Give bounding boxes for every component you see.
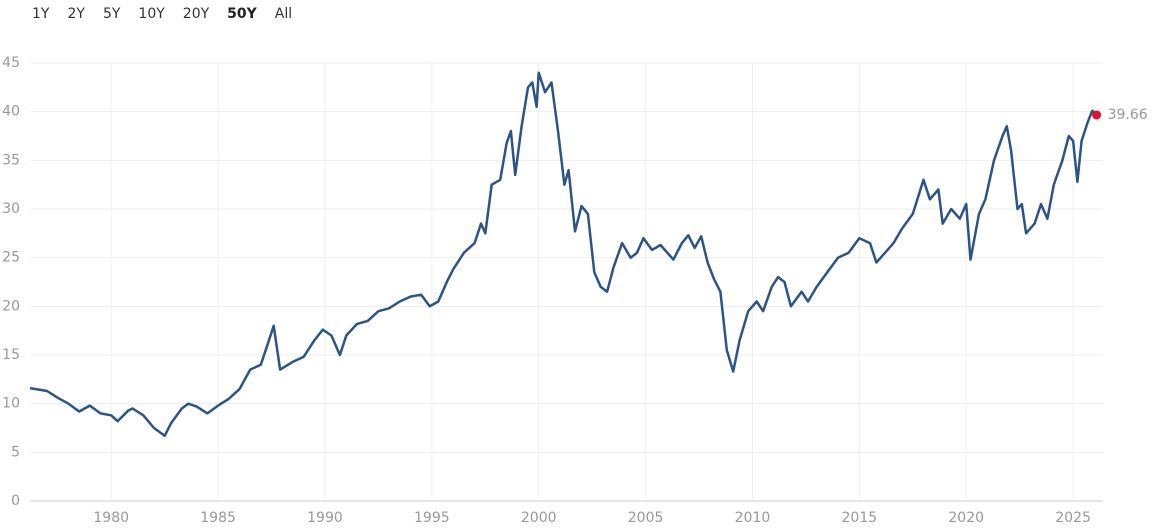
y-tick-label: 15 [2, 347, 20, 363]
y-tick-label: 30 [2, 201, 20, 217]
y-tick-label: 25 [2, 250, 20, 266]
x-tick-label: 1995 [414, 510, 450, 526]
range-button[interactable]: 20Y [183, 6, 210, 22]
range-button[interactable]: 2Y [67, 6, 85, 22]
line [29, 71, 1098, 438]
range-button[interactable]: All [275, 6, 292, 22]
y-tick-label: 20 [2, 298, 20, 314]
y-tick-label: 40 [2, 104, 20, 120]
y-tick-label: 45 [2, 55, 20, 71]
x-tick-label: 2015 [842, 510, 878, 526]
x-tick-label: 1985 [200, 510, 236, 526]
y-tick-label: 35 [2, 152, 20, 168]
range-button[interactable]: 1Y [32, 6, 50, 22]
range-button[interactable]: 10Y [138, 6, 165, 22]
y-tick-label: 5 [11, 444, 20, 460]
range-button[interactable]: 5Y [103, 6, 121, 22]
x-tick-label: 2020 [948, 510, 984, 526]
x-tick-label: 1990 [307, 510, 343, 526]
x-tick-label: 2000 [521, 510, 557, 526]
x-tick-label: 2010 [735, 510, 771, 526]
x-tick-label: 2005 [628, 510, 664, 526]
end-label: 39.66 [1108, 107, 1148, 123]
y-tick-label: 0 [11, 493, 20, 509]
x-tick-label: 1980 [93, 510, 129, 526]
end-point [1092, 110, 1102, 120]
x-tick-label: 2025 [1055, 510, 1091, 526]
range-button[interactable]: 50Y [227, 6, 257, 22]
y-tick-label: 10 [2, 396, 20, 412]
